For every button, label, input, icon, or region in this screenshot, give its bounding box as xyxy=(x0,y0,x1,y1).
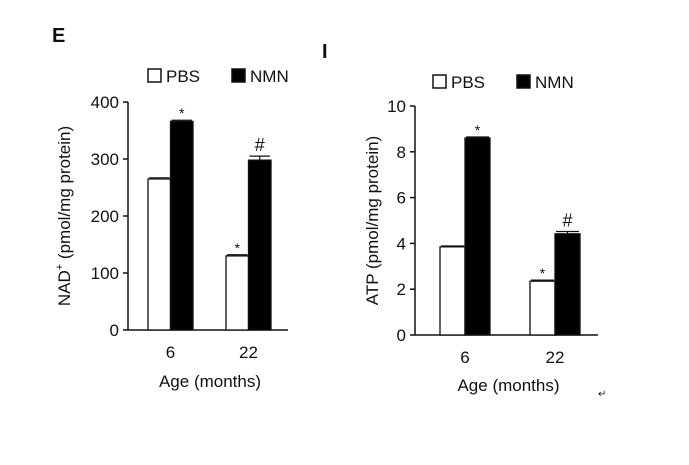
bar-nmn-22 xyxy=(554,233,581,336)
x-axis-label: Age (months) xyxy=(457,376,559,395)
chart-panel-e: E 0 100 200 300 400 * 6 * #22 Age (months) NAD+ (pm… xyxy=(52,25,289,391)
legend-swatch-pbs xyxy=(432,74,447,89)
legend-label-pbs: PBS xyxy=(451,73,485,92)
y-tick-label: 400 xyxy=(91,93,119,112)
legend-label-nmn: NMN xyxy=(535,73,574,92)
x-tick-label: 22 xyxy=(239,343,258,362)
y-axis-label: ATP (pmol/mg protein) xyxy=(363,136,382,305)
legend-label-pbs: PBS xyxy=(166,67,200,86)
significance-marker: * xyxy=(475,122,481,138)
bar-pbs-22 xyxy=(529,280,556,336)
significance-marker: * xyxy=(235,240,241,256)
y-label-main: NAD xyxy=(55,270,74,306)
bar-nmn-22 xyxy=(247,159,272,331)
bar-nmn-6 xyxy=(464,137,491,336)
significance-marker: * xyxy=(179,105,185,121)
legend-swatch-nmn xyxy=(516,74,531,89)
y-label-superscript: + xyxy=(54,264,66,270)
y-tick-label: 4 xyxy=(397,234,406,253)
y-tick-label: 10 xyxy=(387,97,406,116)
y-tick-label: 200 xyxy=(91,207,119,226)
bar-pbs-6 xyxy=(147,178,172,331)
y-tick-label: 2 xyxy=(397,280,406,299)
bar-pbs-22 xyxy=(225,255,250,331)
bar-nmn-6 xyxy=(169,120,194,331)
y-tick-label: 8 xyxy=(397,143,406,162)
y-tick-label: 0 xyxy=(110,321,119,340)
x-tick-label: 6 xyxy=(460,348,469,367)
y-tick-label: 300 xyxy=(91,150,119,169)
significance-marker: # xyxy=(562,210,572,230)
bar-pbs-6 xyxy=(439,246,466,336)
paragraph-mark-icon: ↵ xyxy=(598,389,606,400)
x-axis-label: Age (months) xyxy=(159,372,261,391)
panel-label: I xyxy=(322,41,328,63)
legend-swatch-nmn xyxy=(231,68,246,83)
x-tick-label: 6 xyxy=(166,343,175,362)
chart-panel-i: I 0 2 4 6 8 10 * 6 * #22 Age (months) ATP (pmol/mg p… xyxy=(322,41,598,395)
y-axis-label: NAD+ (pmol/mg protein) xyxy=(54,126,74,306)
y-tick-label: 100 xyxy=(91,264,119,283)
y-tick-label: 0 xyxy=(397,326,406,345)
significance-marker: # xyxy=(255,135,265,155)
y-label-unit: (pmol/mg protein) xyxy=(55,126,74,264)
significance-marker: * xyxy=(540,265,546,281)
legend-label-nmn: NMN xyxy=(250,67,289,86)
legend-swatch-pbs xyxy=(147,68,162,83)
y-tick-label: 6 xyxy=(397,189,406,208)
panel-label: E xyxy=(52,25,65,47)
x-tick-label: 22 xyxy=(546,348,565,367)
